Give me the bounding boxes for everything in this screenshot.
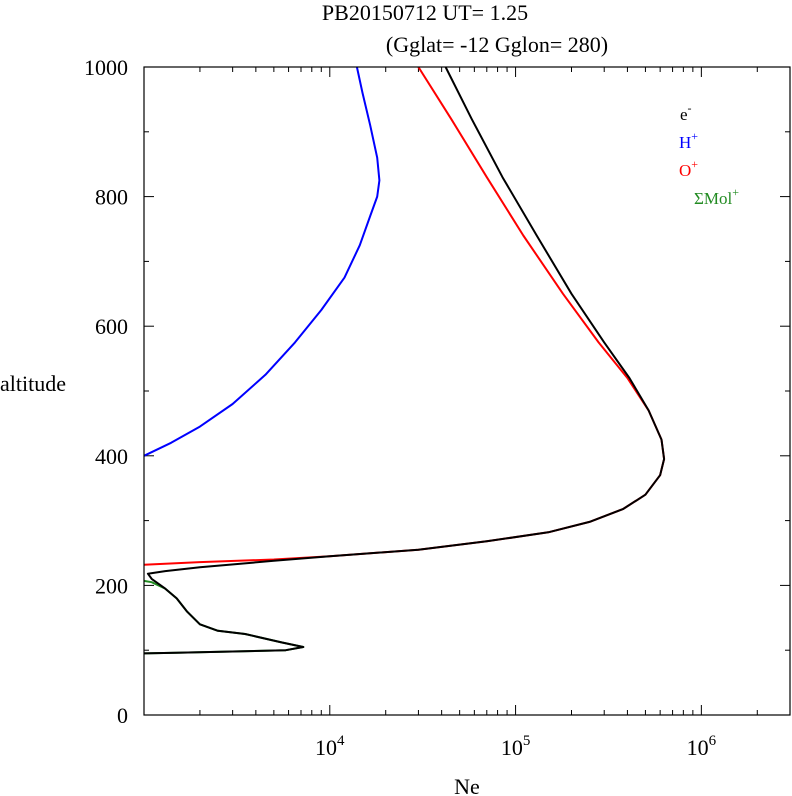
legend-entry: ΣMol+ [694,185,739,208]
legend-entry: O+ [679,157,698,180]
x-tick-label: 105 [501,733,531,760]
series-line-e [143,66,666,655]
y-tick-label: 600 [95,314,128,339]
plot-frame [143,66,791,716]
x-tick-label: 104 [315,733,345,760]
y-tick-label: 0 [117,703,128,728]
legend-entry: e- [680,101,692,124]
chart-title-line1: PB20150712 UT= 1.25 [322,0,528,25]
y-tick-label: 1000 [84,55,128,80]
x-tick-label: 106 [687,733,717,760]
legend-entry: H+ [679,129,698,152]
y-tick-label: 200 [95,573,128,598]
legend: e- H+ O+ ΣMol+ [679,101,739,208]
y-tick-label: 400 [95,444,128,469]
y-tick-label: 800 [95,185,128,210]
y-axis-label: altitude [0,371,66,396]
series-line-h [143,66,381,457]
series-layer [143,66,666,655]
x-axis-label: Ne [454,774,480,796]
chart-title-line2: (Gglat= -12 Gglon= 280) [386,32,608,57]
